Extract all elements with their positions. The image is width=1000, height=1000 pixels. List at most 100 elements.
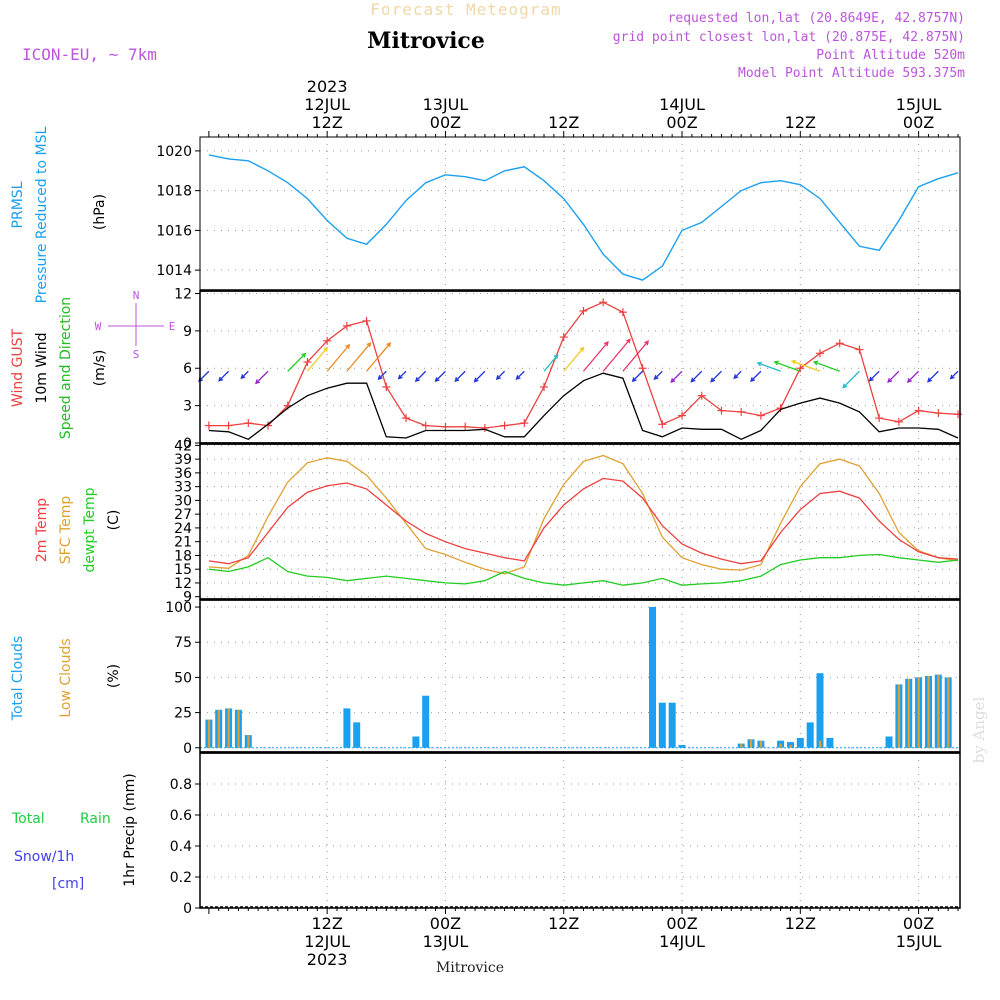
temp2m-line <box>208 477 959 565</box>
speed-dir-label: Speed and Direction <box>58 297 74 439</box>
wind-dir-arrow <box>415 370 427 382</box>
wind-ylabels: Wind GUST 10m Wind Speed and Direction (… <box>10 297 108 439</box>
wind-dir-arrowhead <box>323 346 329 352</box>
footer-location: Mitrovice <box>436 960 504 976</box>
time-label-bottom: 14JUL <box>659 932 705 951</box>
wind-dir-arrow <box>435 370 446 382</box>
wind-dir-arrow <box>582 341 609 372</box>
wind-dir-arrow <box>869 370 880 382</box>
wind-dir-arrowhead <box>386 342 392 348</box>
wind10m-label: 10m Wind <box>34 332 50 403</box>
wind-dir-arrowhead <box>653 375 659 380</box>
total-cloud-bar <box>787 742 794 748</box>
wind-dir-arrowhead <box>603 341 609 347</box>
y-tick-label: 1016 <box>156 223 192 239</box>
wind-dir-arrowhead <box>868 376 874 382</box>
total-cloud-bar <box>649 607 656 748</box>
requested-coords: requested lon,lat (20.8649E, 42.8757N) <box>668 11 965 26</box>
time-label-top: 12Z <box>548 113 579 132</box>
wind-dir-arrowhead <box>345 343 351 349</box>
time-label-top: 2023 <box>307 77 348 96</box>
total-cloud-bar <box>796 737 804 748</box>
low-cloud-bar <box>779 743 782 748</box>
wind-dir-arrow <box>710 370 722 383</box>
time-label-bottom: 2023 <box>307 950 348 969</box>
wind-dir-arrow <box>366 342 391 372</box>
y-tick-label: 0 <box>183 901 192 917</box>
wind-dir-arrowhead <box>301 352 307 358</box>
time-label-top: 00Z <box>903 113 934 132</box>
wind-dir-arrowhead <box>887 378 893 383</box>
wind-dir-arrowhead <box>454 377 460 383</box>
wind-dir-arrowhead <box>553 353 559 360</box>
time-label-top: 13JUL <box>423 95 469 114</box>
low-cloud-bar <box>937 674 940 748</box>
y-tick-label: 100 <box>165 600 192 616</box>
cloud-unit-label: (%) <box>106 664 122 688</box>
y-tick-label: 33 <box>174 480 192 496</box>
pressure-ylabels: PRMSL Pressure Reduced to MSL (hPa) <box>10 126 108 303</box>
precip-ylabels: Total Rain Snow/1h [cm] 1hr Precip (mm) <box>11 773 138 892</box>
panel-frame <box>199 290 961 444</box>
wind-dir-arrowhead <box>670 378 676 383</box>
dewpt-label: dewpt Temp <box>82 487 98 572</box>
y-tick-label: 9 <box>183 324 192 340</box>
temp-ylabels: 2m Temp SFC Temp dewpt Temp (C) <box>34 487 122 572</box>
low-cloud-bar <box>750 739 753 748</box>
panel-frame <box>199 136 961 291</box>
y-tick-label: 15 <box>174 562 192 578</box>
prmsl-label: PRMSL <box>10 181 26 228</box>
low-cloud-bar <box>927 676 930 748</box>
model-altitude: Model Point Altitude 593.375m <box>738 66 965 81</box>
y-tick-label: 12 <box>174 576 192 592</box>
compass-east: E <box>169 320 176 333</box>
time-label-top: 12Z <box>311 113 342 132</box>
wind-dir-arrowhead <box>812 360 819 366</box>
time-label-bottom: 13JUL <box>423 932 469 951</box>
wind-dir-arrowhead <box>377 375 383 380</box>
low-cloud-bar <box>897 684 901 748</box>
wind-dir-arrowhead <box>733 374 739 380</box>
wind-dir-arrow <box>378 370 387 380</box>
wind-dir-arrow <box>757 362 781 372</box>
compass-south: S <box>133 348 140 361</box>
wind-dir-arrowhead <box>515 375 521 380</box>
wind-dir-arrow <box>255 370 269 384</box>
y-tick-label: 6 <box>183 361 192 377</box>
total-cloud-bar <box>816 673 824 748</box>
wind-dir-arrow <box>240 370 249 379</box>
temp-unit-label: (C) <box>106 510 122 531</box>
low-clouds-label: Low Clouds <box>58 638 74 717</box>
wind-dir-arrowhead <box>949 374 955 380</box>
total-cloud-bar <box>422 695 430 748</box>
time-label-bottom: 00Z <box>903 914 934 933</box>
wind-dir-arrowhead <box>434 377 440 383</box>
total-cloud-bar <box>412 736 420 748</box>
compass-north: N <box>133 289 140 302</box>
total-clouds-label: Total Clouds <box>10 636 26 721</box>
time-label-top: 00Z <box>430 113 461 132</box>
total-cloud-bar <box>826 737 834 748</box>
wind-dir-arrowhead <box>579 346 585 352</box>
y-tick-label: 1020 <box>156 144 192 160</box>
low-cloud-bar <box>227 708 230 748</box>
wind-dir-arrowhead <box>366 342 372 348</box>
time-label-top: 14JUL <box>659 95 705 114</box>
low-cloud-bar <box>247 735 250 748</box>
time-label-top: 15JUL <box>896 95 942 114</box>
y-tick-label: 24 <box>174 521 192 537</box>
precip-unit-label: 1hr Precip (mm) <box>122 773 138 886</box>
gust-label: Wind GUST <box>10 328 26 407</box>
y-tick-label: 3 <box>183 399 192 415</box>
total-cloud-bar <box>678 745 686 748</box>
wind-dir-arrow <box>622 340 649 372</box>
y-tick-label: 36 <box>174 466 192 482</box>
wind-dir-arrowhead <box>218 376 224 382</box>
low-cloud-bar <box>217 709 220 748</box>
total-cloud-bar <box>343 708 351 748</box>
time-label-bottom: 12Z <box>548 914 579 933</box>
wind-dir-arrow <box>346 342 372 372</box>
time-label-bottom: 12Z <box>311 914 342 933</box>
wind-dir-arrowhead <box>644 340 649 346</box>
wind-dir-arrowhead <box>710 377 716 383</box>
